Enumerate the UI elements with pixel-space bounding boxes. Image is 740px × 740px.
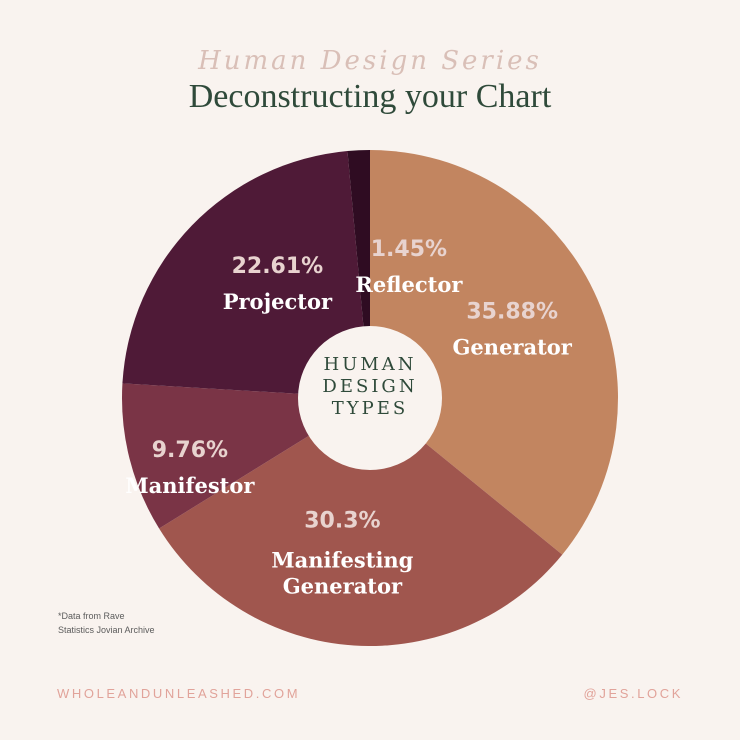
slice-manifesting-generator: [159, 398, 563, 646]
slice-value-label: 22.61%: [232, 254, 324, 279]
slice-category-label: Reflector: [355, 272, 463, 297]
center-hole: [298, 326, 442, 470]
slice-value-label: 9.76%: [152, 438, 228, 463]
website-link[interactable]: WHOLEANDUNLEASHED.COM: [57, 686, 301, 701]
social-handle[interactable]: @JES.LOCK: [583, 686, 683, 701]
center-label-line: DESIGN: [322, 376, 417, 397]
series-title: Human Design Series: [198, 46, 542, 76]
slice-value-label: 35.88%: [466, 299, 558, 324]
chart-labels: 35.88%Generator30.3%ManifestingGenerator…: [125, 237, 573, 598]
slice-value-label: 1.45%: [371, 237, 447, 262]
center-label-line: HUMAN: [323, 354, 416, 375]
footnote-line-2: Statistics Jovian Archive: [58, 625, 155, 635]
slice-category-label: Generator: [453, 334, 573, 359]
footnote-line-1: *Data from Rave: [58, 611, 125, 621]
slice-value-label: 30.3%: [304, 508, 380, 533]
slice-category-label: Generator: [283, 573, 403, 598]
data-source-note: *Data from Rave Statistics Jovian Archiv…: [58, 609, 155, 637]
center-label-line: TYPES: [332, 398, 408, 419]
slice-category-label: Manifesting: [271, 547, 413, 572]
page-title: Deconstructing your Chart: [188, 78, 552, 115]
slice-category-label: Projector: [223, 289, 333, 314]
slice-projector: [122, 151, 371, 398]
chart-slices: [121, 150, 618, 646]
slice-category-label: Manifestor: [125, 473, 255, 498]
slice-generator: [370, 150, 618, 555]
